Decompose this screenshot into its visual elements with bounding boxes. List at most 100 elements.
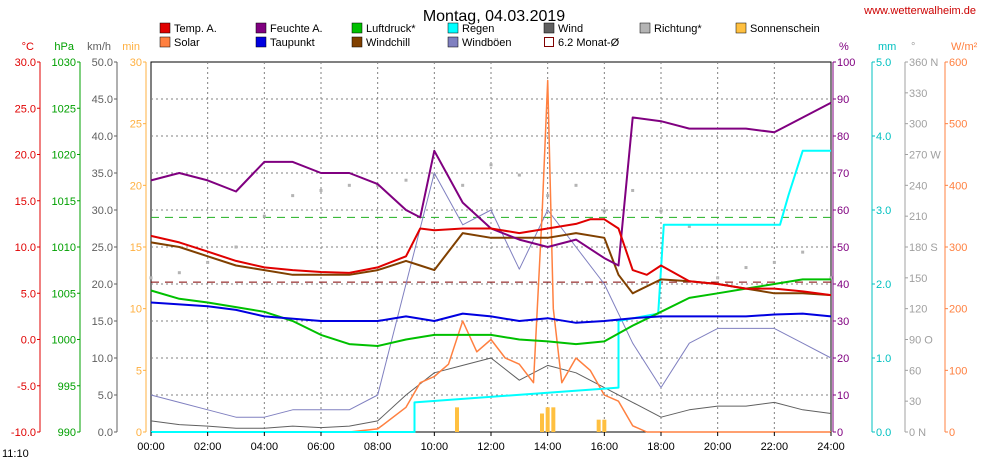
series-wind xyxy=(150,357,832,429)
axis-tick-label: 210 xyxy=(909,211,927,223)
legend-label: Windböen xyxy=(462,37,512,49)
legend-label: Temp. A. xyxy=(174,23,217,35)
legend-item-luftdruck: Luftdruck* xyxy=(351,22,416,35)
axis-tick-label: 400 xyxy=(949,180,967,192)
axis-tick-label: 30 xyxy=(837,316,849,328)
axis-tick-label: 2.0 xyxy=(876,279,891,291)
axis-tick-label: 70 xyxy=(837,168,849,180)
legend-swatch xyxy=(447,36,459,48)
direction-point xyxy=(772,260,776,264)
axis-tick-label: 100 xyxy=(949,365,967,377)
direction-point xyxy=(177,271,181,275)
legend-item-regen: Regen xyxy=(447,22,494,35)
axis-: ° 360 N 330 300 270 W 240 210 180 S 150 120 90 O 60… xyxy=(904,41,941,439)
axis-unit: hPa xyxy=(54,41,74,53)
legend-item-windchill: Windchill xyxy=(351,36,410,49)
axis-tick-label: 1005 xyxy=(52,288,76,300)
axis-tick-label: 240 xyxy=(909,180,927,192)
axis-tick-label: 995 xyxy=(58,381,76,393)
axis-tick-label: 80 xyxy=(837,131,849,143)
direction-point xyxy=(829,276,833,280)
axis-tick-label: 300 xyxy=(909,119,927,131)
axis-tick-label: 90 xyxy=(837,94,849,106)
direction-point xyxy=(319,188,323,192)
axis-unit: % xyxy=(839,41,849,53)
axis-min: min 30 25 20 15 10 5 0 xyxy=(122,41,147,439)
axis-tick-label: 25.0 xyxy=(92,242,113,254)
axis-tick-label: 150 xyxy=(909,273,927,285)
x-tick-label: 22:00 xyxy=(761,441,789,453)
legend-swatch xyxy=(639,22,651,34)
legend-swatch xyxy=(351,36,363,48)
axis-tick-label: 60 xyxy=(909,365,921,377)
legend-label: 6.2 Monat-Ø xyxy=(558,37,620,49)
axis-tick-label: 360 N xyxy=(909,57,938,69)
direction-point xyxy=(206,260,210,264)
x-tick-label: 20:00 xyxy=(704,441,732,453)
axis-tick-label: 60 xyxy=(837,205,849,217)
sunshine-bar xyxy=(540,413,544,432)
footer-time: 11:10 xyxy=(2,448,29,459)
direction-point xyxy=(602,209,606,213)
x-tick-label: 06:00 xyxy=(307,441,335,453)
legend-label: Taupunkt xyxy=(270,37,315,49)
direction-point xyxy=(461,183,465,187)
legend-swatch xyxy=(255,22,267,34)
sunshine-bar xyxy=(551,407,556,432)
legend-item-temp-a: Temp. A. xyxy=(159,22,217,35)
direction-point xyxy=(659,209,663,213)
axis-tick-label: 180 S xyxy=(909,242,938,254)
direction-point xyxy=(687,224,691,228)
website-link[interactable]: www.wetterwalheim.de xyxy=(863,5,976,17)
axis-tick-label: 40 xyxy=(837,279,849,291)
legend-swatch xyxy=(735,22,747,34)
axis-tick-label: 5 xyxy=(136,365,142,377)
axis-tick-label: 0.0 xyxy=(876,427,891,439)
axis-tick-label: 50 xyxy=(837,242,849,254)
legend-label: Luftdruck* xyxy=(366,23,416,35)
direction-point xyxy=(234,245,238,249)
axis-c: °C 30.0 25.0 20.0 15.0 10.0 5.0 0.0 -5.0 -10.0 xyxy=(11,41,41,439)
axis-tick-label: 5.0 xyxy=(98,390,113,402)
axis-unit: °C xyxy=(22,41,34,53)
axis-unit: mm xyxy=(878,41,896,53)
axis-tick-label: 0.0 xyxy=(98,427,113,439)
direction-point xyxy=(149,276,153,280)
axis-tick-label: 1015 xyxy=(52,196,76,208)
axis-tick-label: 10.0 xyxy=(92,353,113,365)
axis-tick-label: 0 N xyxy=(909,427,926,439)
axis-tick-label: 20.0 xyxy=(92,279,113,291)
axis-tick-label: 15 xyxy=(130,242,142,254)
legend-swatch xyxy=(544,37,554,47)
legend-label: Feuchte A. xyxy=(270,23,323,35)
axis-tick-label: 0 xyxy=(837,427,843,439)
legend-label: Sonnenschein xyxy=(750,23,820,35)
axis-tick-label: 20 xyxy=(837,353,849,365)
legend-item-taupunkt: Taupunkt xyxy=(255,36,315,49)
legend: Temp. A. Feuchte A. Luftdruck* Regen Wind Ric… xyxy=(159,22,820,49)
axis-tick-label: 45.0 xyxy=(92,94,113,106)
axis-tick-label: 3.0 xyxy=(876,205,891,217)
axis-tick-label: 15.0 xyxy=(92,316,113,328)
x-axis: 00:00 02:00 04:00 06:00 08:00 10:00 12:00 14:00… xyxy=(137,432,845,453)
axis-tick-label: 20 xyxy=(130,180,142,192)
series-taupunkt xyxy=(150,301,832,324)
direction-point xyxy=(404,178,408,182)
legend-label: Windchill xyxy=(366,37,410,49)
axis-tick-label: 10 xyxy=(837,390,849,402)
direction-point xyxy=(546,194,550,198)
legend-swatch xyxy=(447,22,459,34)
legend-item-solar: Solar xyxy=(159,36,200,49)
direction-point xyxy=(291,194,295,198)
axis-tick-label: 10 xyxy=(130,304,142,316)
chart-title: Montag, 04.03.2019 xyxy=(423,8,565,25)
x-tick-label: 24:00 xyxy=(817,441,845,453)
axis-tick-label: 30.0 xyxy=(92,205,113,217)
axis-tick-label: 0.0 xyxy=(21,335,36,347)
direction-point xyxy=(744,266,748,270)
axis-hpa: hPa 1030 1025 1020 1015 1010 1005 1000 995 990 xyxy=(52,41,81,439)
axis-tick-label: 990 xyxy=(58,427,76,439)
axis-unit: ° xyxy=(911,41,915,53)
axis-tick-label: 300 xyxy=(949,242,967,254)
